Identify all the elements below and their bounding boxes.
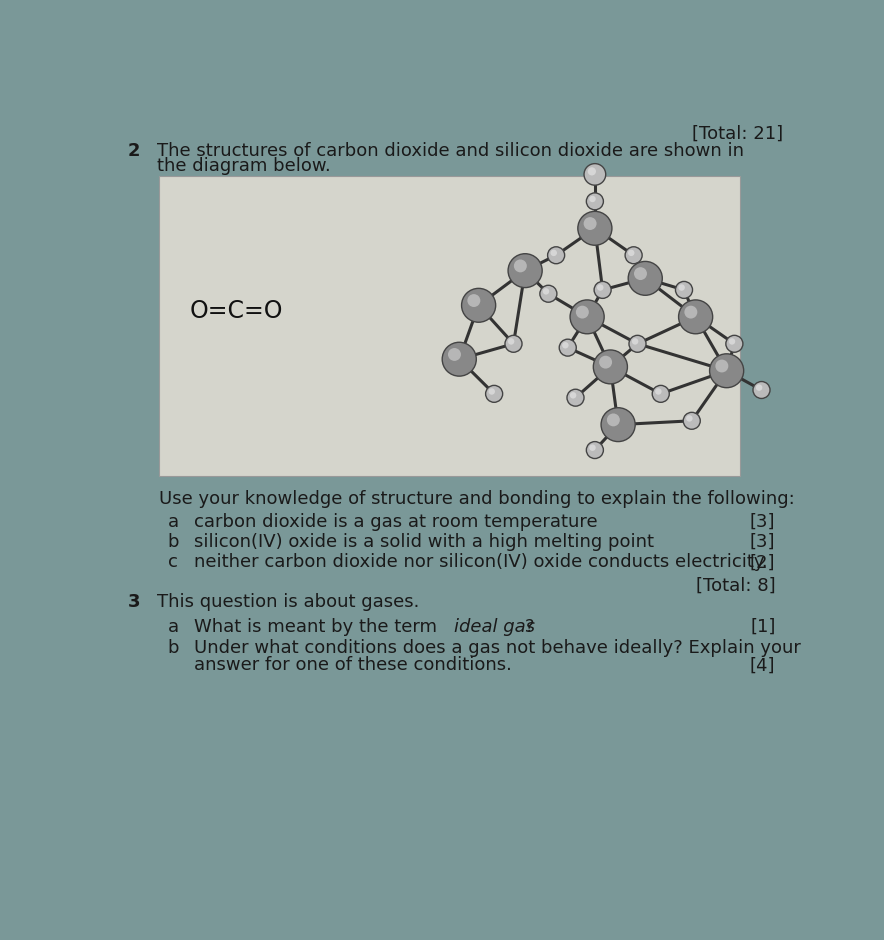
Text: 2: 2 — [127, 142, 140, 160]
Circle shape — [597, 284, 604, 290]
Text: a: a — [168, 618, 179, 636]
Circle shape — [728, 338, 735, 345]
Text: neither carbon dioxide nor silicon(IV) oxide conducts electricity.: neither carbon dioxide nor silicon(IV) o… — [194, 554, 768, 572]
Circle shape — [632, 338, 638, 345]
Circle shape — [570, 300, 604, 334]
Circle shape — [593, 350, 628, 384]
Text: What is meant by the term: What is meant by the term — [194, 618, 443, 636]
Circle shape — [489, 388, 495, 395]
Circle shape — [551, 250, 557, 256]
Circle shape — [590, 445, 596, 451]
Text: silicon(IV) oxide is a solid with a high melting point: silicon(IV) oxide is a solid with a high… — [194, 533, 654, 551]
Circle shape — [485, 385, 503, 402]
Circle shape — [586, 442, 604, 459]
Circle shape — [590, 196, 596, 202]
Text: 3: 3 — [127, 593, 140, 611]
Circle shape — [505, 336, 522, 352]
Circle shape — [599, 355, 612, 368]
Text: c: c — [168, 554, 178, 572]
Circle shape — [710, 353, 743, 387]
Circle shape — [543, 289, 549, 294]
Circle shape — [468, 294, 480, 307]
Circle shape — [625, 247, 642, 264]
Circle shape — [634, 267, 647, 280]
Text: [Total: 8]: [Total: 8] — [696, 576, 775, 594]
Circle shape — [461, 289, 496, 322]
FancyBboxPatch shape — [158, 176, 740, 477]
Text: The structures of carbon dioxide and silicon dioxide are shown in: The structures of carbon dioxide and sil… — [157, 142, 744, 160]
Circle shape — [540, 285, 557, 303]
Circle shape — [448, 348, 461, 361]
Circle shape — [583, 217, 597, 230]
Text: answer for one of these conditions.: answer for one of these conditions. — [194, 656, 512, 674]
Circle shape — [570, 392, 576, 399]
Text: ideal gas: ideal gas — [453, 618, 535, 636]
Circle shape — [756, 384, 762, 391]
Text: a: a — [168, 513, 179, 531]
Text: This question is about gases.: This question is about gases. — [157, 593, 419, 611]
Circle shape — [586, 193, 604, 210]
Text: the diagram below.: the diagram below. — [157, 158, 331, 176]
Text: [3]: [3] — [750, 513, 775, 531]
Circle shape — [726, 336, 743, 352]
Text: [2]: [2] — [750, 554, 775, 572]
Text: b: b — [168, 639, 179, 657]
Text: b: b — [168, 533, 179, 551]
Circle shape — [514, 259, 527, 273]
Circle shape — [442, 342, 476, 376]
Circle shape — [652, 385, 669, 402]
Text: Under what conditions does a gas not behave ideally? Explain your: Under what conditions does a gas not beh… — [194, 639, 801, 657]
Text: [3]: [3] — [750, 533, 775, 551]
Circle shape — [684, 306, 697, 319]
Circle shape — [601, 408, 636, 442]
Text: Use your knowledge of structure and bonding to explain the following:: Use your knowledge of structure and bond… — [158, 490, 795, 509]
Circle shape — [594, 281, 611, 298]
Circle shape — [753, 382, 770, 399]
Circle shape — [655, 388, 661, 395]
Circle shape — [508, 254, 542, 288]
Circle shape — [567, 389, 584, 406]
Circle shape — [683, 413, 700, 430]
Circle shape — [629, 261, 662, 295]
Circle shape — [629, 336, 646, 352]
Circle shape — [715, 360, 728, 372]
Circle shape — [628, 250, 635, 256]
Text: [1]: [1] — [751, 618, 775, 636]
Circle shape — [679, 300, 713, 334]
Circle shape — [575, 306, 589, 319]
Circle shape — [686, 415, 692, 422]
Text: carbon dioxide is a gas at room temperature: carbon dioxide is a gas at room temperat… — [194, 513, 598, 531]
Text: ?: ? — [525, 618, 535, 636]
Text: O=C=O: O=C=O — [189, 299, 283, 322]
Circle shape — [675, 281, 692, 298]
Text: [Total: 21]: [Total: 21] — [692, 125, 783, 143]
Circle shape — [584, 164, 606, 185]
Text: [4]: [4] — [750, 656, 775, 674]
Circle shape — [562, 342, 568, 349]
Circle shape — [588, 167, 596, 176]
Circle shape — [578, 212, 612, 245]
Circle shape — [678, 284, 685, 290]
Circle shape — [508, 338, 514, 345]
Circle shape — [547, 247, 565, 264]
Circle shape — [560, 339, 576, 356]
Circle shape — [607, 414, 620, 427]
